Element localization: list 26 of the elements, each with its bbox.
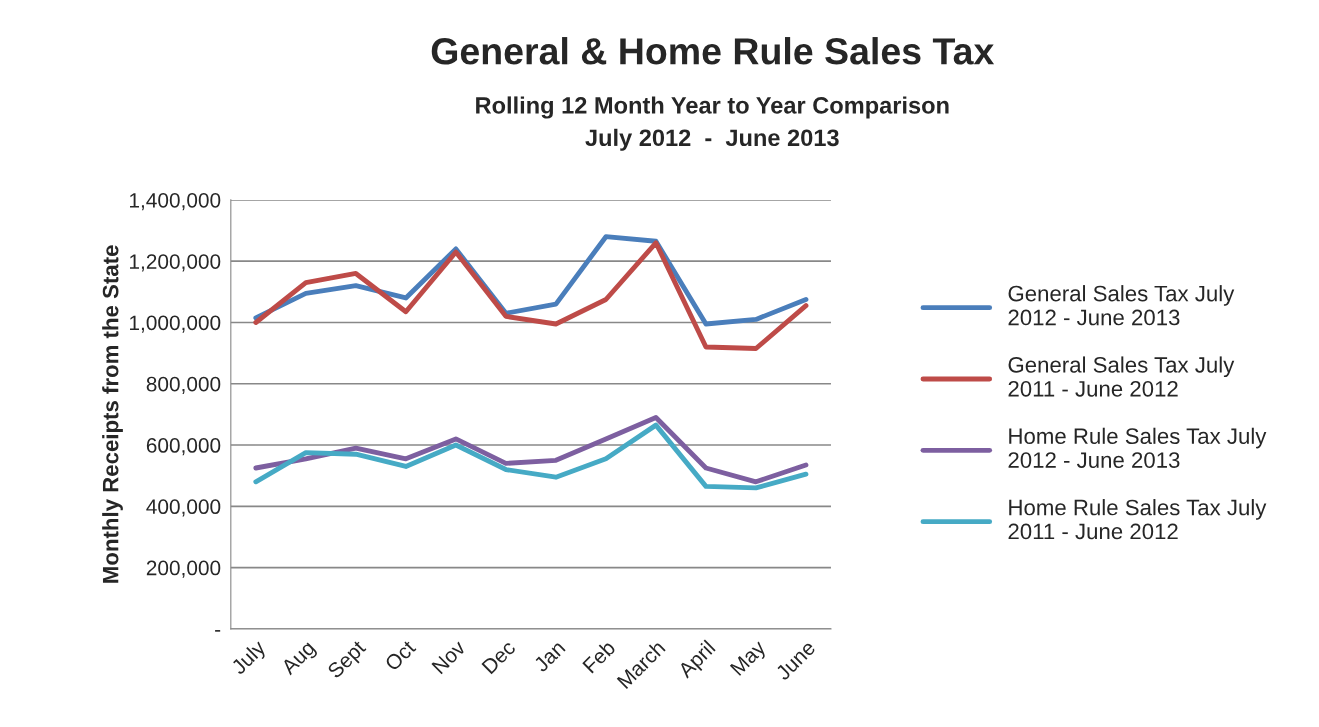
x-tick-label: Oct [384, 639, 417, 672]
x-tick-label: Dec [481, 639, 517, 675]
line-series [253, 415, 809, 485]
x-tick-label: Aug [280, 640, 319, 679]
line-series [253, 240, 809, 351]
y-tick-label: 600,000 [146, 438, 221, 456]
chart-subtitle: Rolling 12 Month Year to Year Comparison July 2012 - June 2013 [476, 96, 949, 151]
y-tick-label: 1,400,000 [130, 192, 221, 211]
legend-label: Home Rule Sales Tax July 2011 - June 2012 [1008, 499, 1267, 540]
y-tick-label: 1,200,000 [130, 254, 221, 272]
chart-title: General & Home Rule Sales Tax [431, 37, 995, 65]
legend-label: Home Rule Sales Tax July 2012 - June 2013 [1008, 427, 1267, 468]
y-tick-label: 400,000 [146, 499, 221, 517]
x-tick-label: Nov [431, 639, 467, 675]
y-tick-label: 200,000 [146, 560, 221, 578]
legend-label: General Sales Tax July 2011 - June 2012 [1008, 356, 1235, 397]
y-tick-label: - [215, 630, 221, 632]
x-tick-label: May [729, 639, 770, 679]
y-tick-label: 800,000 [146, 376, 221, 394]
x-tick-label: Jan [532, 640, 566, 673]
x-tick-label: Feb [581, 639, 617, 674]
y-axis-title: Monthly Receipts from the State [102, 245, 123, 583]
legend-label: General Sales Tax July 2012 - June 2013 [1008, 285, 1235, 326]
line-series [253, 422, 809, 491]
y-tick-label: 1,000,000 [130, 315, 221, 333]
x-tick-label: July [229, 638, 270, 679]
